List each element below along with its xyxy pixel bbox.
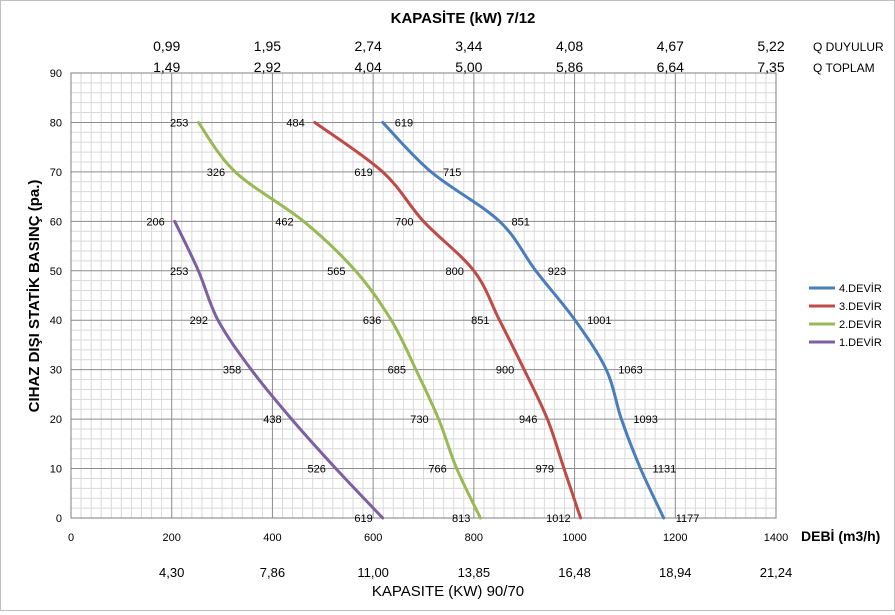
y-tick-label: 60	[50, 216, 62, 228]
q-duyulur-value: 0,99	[153, 38, 180, 54]
data-label: 253	[170, 117, 188, 129]
q-toplam-value: 7,35	[757, 59, 784, 75]
data-label: 619	[354, 167, 372, 179]
q-toplam-value: 5,00	[455, 59, 482, 75]
data-label: 206	[146, 216, 164, 228]
legend-entry: 1.DEVİR	[839, 336, 882, 349]
x-tick-label: 800	[465, 532, 483, 544]
plot-frame	[70, 72, 777, 519]
data-label: 619	[395, 117, 413, 129]
y-tick-label: 0	[56, 513, 62, 525]
y-tick-label: 70	[50, 167, 62, 179]
data-label: 730	[410, 414, 428, 426]
data-label: 979	[536, 464, 554, 476]
y-tick-label: 50	[50, 266, 62, 278]
x-tick-label: 1200	[663, 532, 687, 544]
capacity-value: 11,00	[357, 565, 389, 580]
data-label: 1131	[653, 464, 677, 476]
data-label: 565	[327, 266, 345, 278]
y-tick-label: 80	[50, 117, 62, 129]
q-toplam-value: 6,64	[657, 59, 684, 75]
data-label: 800	[445, 266, 463, 278]
series-line-1	[381, 120, 666, 520]
data-label: 462	[275, 216, 293, 228]
data-label: 900	[496, 365, 514, 377]
y-tick-label: 20	[50, 414, 62, 426]
data-label: 636	[363, 315, 381, 327]
data-label: 526	[308, 464, 326, 476]
capacity-value: 13,85	[458, 565, 491, 580]
legend-entry: 2.DEVİR	[839, 318, 882, 331]
legend-entry: 4.DEVİR	[839, 282, 882, 295]
y-tick-label: 10	[50, 464, 62, 476]
capacity-value: 21,24	[760, 565, 793, 580]
x-tick-label: 1400	[764, 532, 788, 544]
q-duyulur-value: 4,67	[657, 38, 684, 54]
data-label: 1063	[618, 365, 642, 377]
data-label: 700	[395, 216, 413, 228]
data-label: 438	[263, 414, 281, 426]
q-toplam-label: Q TOPLAM	[813, 61, 875, 75]
data-label: 766	[428, 464, 446, 476]
y-tick-label: 90	[50, 68, 62, 80]
q-toplam-value: 4,04	[355, 59, 382, 75]
q-toplam-value: 1,49	[153, 59, 180, 75]
series-line-3	[196, 120, 482, 520]
q-duyulur-value: 4,08	[556, 38, 583, 54]
data-label: 813	[452, 513, 470, 525]
data-label: 484	[286, 117, 304, 129]
series-line-4	[173, 219, 385, 520]
x-axis-label: DEBİ (m3/h)	[801, 528, 880, 544]
y-axis-label: CIHAZ DIŞI STATİK BASINÇ (pa.)	[26, 180, 43, 413]
x-tick-label: 0	[68, 532, 74, 544]
data-label: 851	[471, 315, 489, 327]
q-duyulur-value: 3,44	[455, 38, 482, 54]
x-tick-label: 1000	[562, 532, 586, 544]
data-label: 292	[190, 315, 208, 327]
data-label: 326	[207, 167, 225, 179]
data-label: 1001	[587, 315, 611, 327]
q-duyulur-value: 2,74	[355, 38, 382, 54]
data-label: 715	[443, 167, 461, 179]
y-tick-label: 30	[50, 365, 62, 377]
x-tick-label: 200	[163, 532, 181, 544]
capacity-axis-label: KAPASITE (KW) 90/70	[372, 583, 524, 600]
capacity-value: 7,86	[260, 565, 285, 580]
data-label: 619	[354, 513, 372, 525]
data-label: 253	[170, 266, 188, 278]
capacity-value: 16,48	[558, 565, 591, 580]
q-duyulur-label: Q DUYULUR	[813, 40, 884, 54]
q-toplam-value: 5,86	[556, 59, 583, 75]
capacity-value: 18,94	[659, 565, 692, 580]
data-label: 851	[512, 216, 530, 228]
data-label: 1012	[546, 513, 570, 525]
data-label: 1093	[633, 414, 657, 426]
data-label: 1177	[676, 513, 700, 525]
x-tick-label: 400	[263, 532, 281, 544]
q-duyulur-value: 5,22	[757, 38, 784, 54]
chart-title: KAPASİTE (kW) 7/12	[391, 10, 536, 27]
q-duyulur-value: 1,95	[254, 38, 281, 54]
data-label: 358	[223, 365, 241, 377]
q-toplam-value: 2,92	[254, 59, 281, 75]
data-label: 923	[548, 266, 566, 278]
y-tick-label: 40	[50, 315, 62, 327]
x-tick-label: 600	[364, 532, 382, 544]
legend-entry: 3.DEVİR	[839, 300, 882, 313]
series-line-2	[313, 120, 583, 520]
data-label: 946	[519, 414, 537, 426]
capacity-value: 4,30	[159, 565, 184, 580]
data-label: 685	[388, 365, 406, 377]
